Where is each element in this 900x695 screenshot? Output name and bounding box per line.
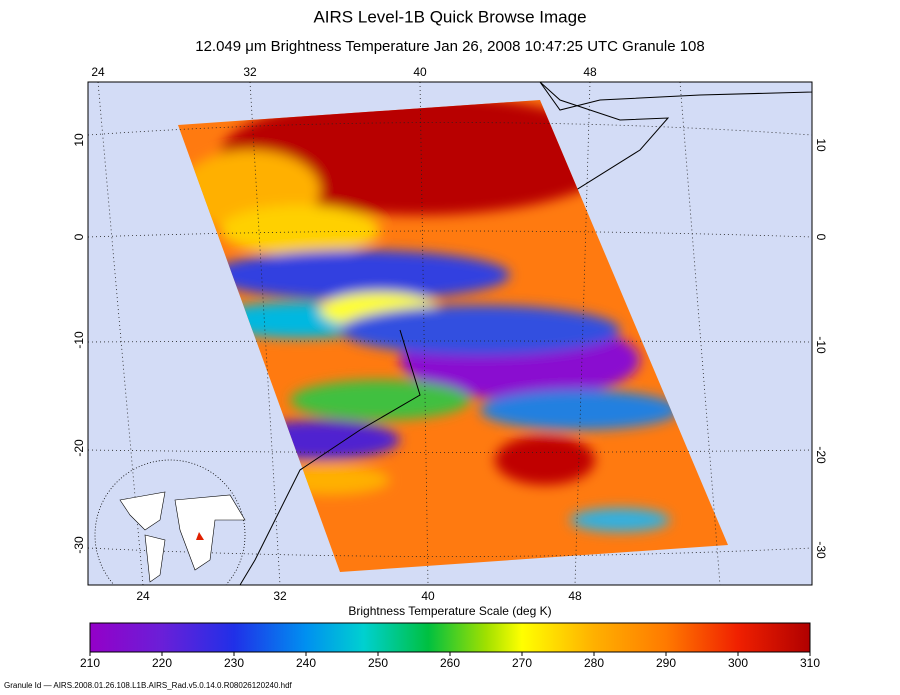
lon-label: 48 bbox=[568, 589, 582, 603]
lat-label: -10 bbox=[72, 331, 86, 349]
colorbar bbox=[89, 622, 811, 653]
lon-label: 48 bbox=[583, 65, 597, 79]
lon-label: 32 bbox=[273, 589, 287, 603]
lon-label: 40 bbox=[413, 65, 427, 79]
lat-label: -30 bbox=[814, 541, 828, 559]
lat-label: -20 bbox=[72, 439, 86, 457]
inset-globe bbox=[94, 459, 246, 585]
lat-label: 10 bbox=[814, 138, 828, 152]
colorbar-tick-label: 300 bbox=[728, 656, 748, 670]
colorbar-tick-label: 240 bbox=[296, 656, 316, 670]
lon-label: 24 bbox=[136, 589, 150, 603]
colorbar-tick-label: 280 bbox=[584, 656, 604, 670]
colorbar-title: Brightness Temperature Scale (deg K) bbox=[348, 604, 551, 618]
colorbar-tick-label: 210 bbox=[80, 656, 100, 670]
map-labels: 24 32 40 48 24 32 40 48 10 0 -10 -20 -30 10 0 -10 -20 -30 bbox=[72, 65, 828, 603]
lat-label: 0 bbox=[814, 234, 828, 241]
map bbox=[88, 82, 812, 585]
lat-label: -20 bbox=[814, 446, 828, 464]
colorbar-tick-label: 310 bbox=[800, 656, 820, 670]
arabia bbox=[539, 82, 812, 111]
colorbar-tick-label: 290 bbox=[656, 656, 676, 670]
lon-label: 40 bbox=[421, 589, 435, 603]
lon-label: 32 bbox=[243, 65, 257, 79]
lat-label: 0 bbox=[72, 233, 86, 240]
map-frame bbox=[87, 81, 813, 586]
colorbar-ticks: 210 220 230 240 250 260 270 280 290 300 310 bbox=[80, 652, 820, 670]
graticule bbox=[88, 82, 812, 585]
title: AIRS Level-1B Quick Browse Image bbox=[313, 7, 586, 26]
footer: Granule Id — AIRS.2008.01.26.108.L1B.AIR… bbox=[4, 681, 293, 690]
subtitle: 12.049 μm Brightness Temperature Jan 26,… bbox=[195, 38, 705, 55]
colorbar-tick-label: 260 bbox=[440, 656, 460, 670]
lat-label: -10 bbox=[814, 336, 828, 354]
colorbar-tick-label: 270 bbox=[512, 656, 532, 670]
lat-label: 10 bbox=[72, 133, 86, 147]
coastline bbox=[299, 329, 421, 471]
colorbar-tick-label: 230 bbox=[224, 656, 244, 670]
colorbar-tick-label: 220 bbox=[152, 656, 172, 670]
lat-label: -30 bbox=[72, 536, 86, 554]
colorbar-tick-label: 250 bbox=[368, 656, 388, 670]
lon-label: 24 bbox=[91, 65, 105, 79]
